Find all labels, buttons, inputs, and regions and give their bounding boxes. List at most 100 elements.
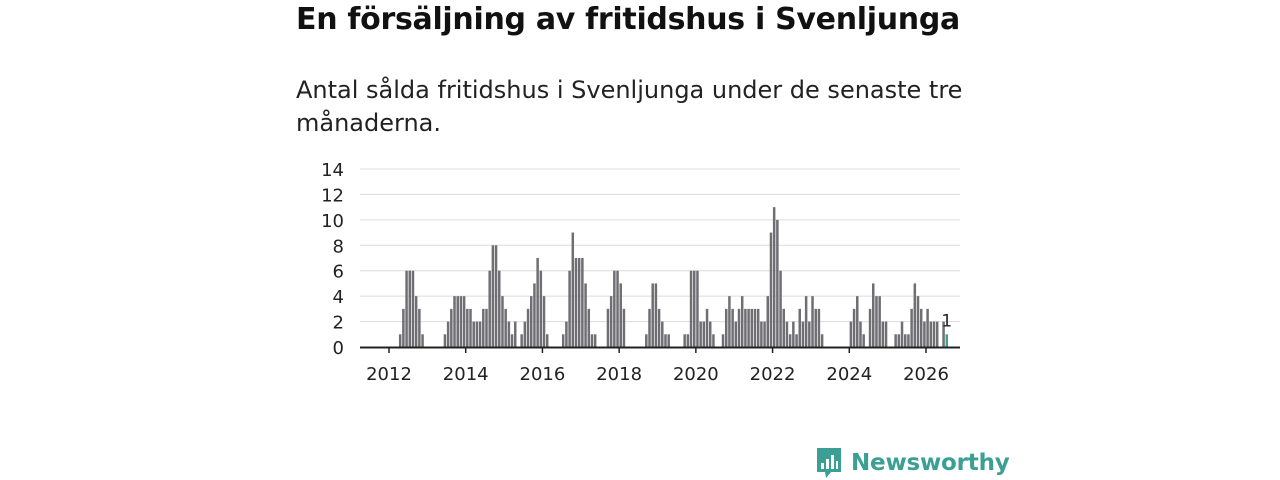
bar <box>737 308 741 347</box>
gridlines <box>360 168 960 323</box>
bar <box>561 334 565 347</box>
bar <box>881 321 885 347</box>
bar <box>533 283 536 347</box>
bar <box>667 334 670 347</box>
y-axis-ticks: 0 2 4 6 8 10 12 14 <box>321 160 344 359</box>
x-tick-label: 2026 <box>903 364 949 385</box>
bar <box>693 270 696 347</box>
bar <box>910 308 913 347</box>
y-tick-label: 2 <box>333 313 344 334</box>
bar <box>421 334 424 347</box>
bar <box>520 334 523 347</box>
bar <box>689 270 693 347</box>
bar <box>411 270 415 347</box>
bar <box>587 308 591 347</box>
y-tick-label: 14 <box>321 160 344 181</box>
bar <box>942 321 945 347</box>
bar <box>878 296 881 347</box>
bar <box>654 283 658 347</box>
bar <box>536 258 539 347</box>
bar <box>766 296 770 347</box>
bar <box>801 321 805 347</box>
bar <box>811 296 814 347</box>
bar <box>916 296 920 347</box>
bar <box>504 308 507 347</box>
data-labels: 1 <box>941 311 952 331</box>
bar <box>657 308 661 347</box>
bar <box>712 334 715 347</box>
bar <box>507 321 511 347</box>
bar <box>872 283 875 347</box>
bar <box>574 258 578 347</box>
bar <box>469 308 472 347</box>
bar <box>542 296 546 347</box>
bar <box>475 321 479 347</box>
bar <box>721 334 725 347</box>
bars <box>398 207 949 347</box>
bar <box>584 283 587 347</box>
bar <box>744 308 747 347</box>
bar <box>501 296 504 347</box>
bar <box>478 321 482 347</box>
bar <box>645 334 648 347</box>
bar <box>450 308 453 347</box>
bar <box>900 321 904 347</box>
bar <box>788 334 792 347</box>
x-axis-ticks: 2012 2014 2016 2018 2020 2022 2024 2026 <box>366 347 949 385</box>
bar <box>661 321 664 347</box>
bar <box>577 258 581 347</box>
bar <box>862 334 865 347</box>
bar <box>593 334 597 347</box>
bar <box>750 308 754 347</box>
y-tick-label: 6 <box>333 262 344 283</box>
bar <box>683 334 686 347</box>
bar <box>699 321 702 347</box>
bar <box>405 270 408 347</box>
bar <box>545 334 549 347</box>
bar <box>919 308 923 347</box>
bar <box>606 308 610 347</box>
bar <box>529 296 533 347</box>
bar <box>731 308 734 347</box>
bar <box>753 308 757 347</box>
bar <box>849 321 853 347</box>
bar <box>664 334 667 347</box>
bar <box>859 321 862 347</box>
bar <box>760 321 763 347</box>
page-title: En försäljning av fritidshus i Svenljung… <box>296 2 960 37</box>
bar <box>740 296 744 347</box>
newsworthy-logo-icon <box>817 448 841 478</box>
bar <box>398 334 402 347</box>
bar <box>795 334 798 347</box>
bar-highlight <box>945 334 949 347</box>
bar <box>820 334 824 347</box>
bar <box>459 296 463 347</box>
x-tick-label: 2018 <box>596 364 642 385</box>
bar <box>776 219 779 347</box>
bar <box>466 308 469 347</box>
x-tick-label: 2014 <box>443 364 489 385</box>
bar <box>571 232 575 347</box>
bar <box>472 321 475 347</box>
bar <box>482 308 485 347</box>
bar <box>763 321 766 347</box>
bar <box>926 308 929 347</box>
bar <box>814 308 817 347</box>
newsworthy-brand: Newsworthy <box>815 446 1010 480</box>
bar <box>769 232 773 347</box>
bar <box>539 270 543 347</box>
bar <box>856 296 859 347</box>
bar <box>523 321 527 347</box>
x-tick-label: 2016 <box>520 364 566 385</box>
bar <box>616 270 619 347</box>
bar <box>875 296 878 347</box>
bar <box>686 334 690 347</box>
bar <box>734 321 738 347</box>
bar <box>913 283 917 347</box>
bar <box>514 321 517 347</box>
y-tick-label: 8 <box>333 236 344 257</box>
bar <box>488 270 491 347</box>
bar <box>894 334 897 347</box>
x-tick-label: 2024 <box>826 364 872 385</box>
